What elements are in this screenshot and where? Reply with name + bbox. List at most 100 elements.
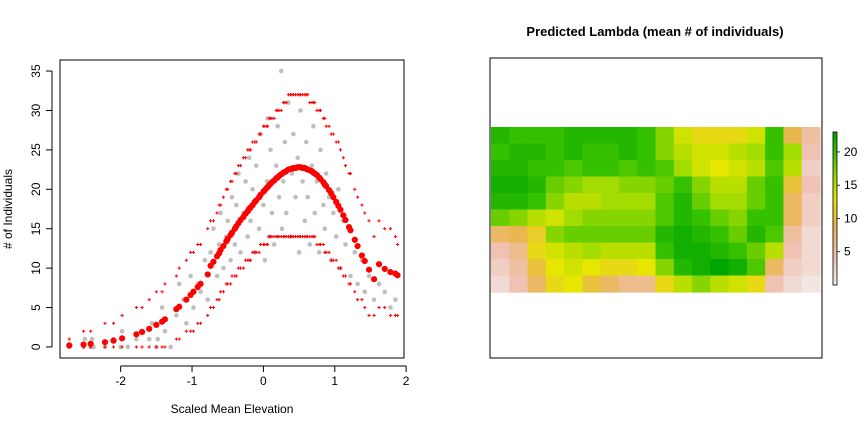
upper-bound-point <box>343 164 348 168</box>
upper-bound-point <box>393 234 398 239</box>
observed-point <box>376 281 382 287</box>
lower-bound-point <box>360 298 364 302</box>
heatmap-cell <box>765 193 785 211</box>
observed-point <box>238 250 243 255</box>
heatmap-cell <box>710 275 730 293</box>
heatmap-cell <box>655 209 675 227</box>
observed-point <box>82 336 88 342</box>
left-y-axis-label: # of Individuals <box>1 169 15 249</box>
heatmap-cell <box>527 176 547 194</box>
observed-point <box>295 155 300 161</box>
heatmap-cell <box>600 259 620 277</box>
heatmap-cell <box>746 176 766 194</box>
predicted-mean-point <box>138 328 146 336</box>
upper-bound-point <box>154 290 158 294</box>
colorbar-segment <box>833 218 837 222</box>
observed-point <box>248 218 253 224</box>
heatmap-cell <box>728 209 748 227</box>
observed-point <box>243 179 248 184</box>
right-plot-title: Predicted Lambda (mean # of individuals) <box>526 24 783 39</box>
left-plot-frame <box>59 59 405 359</box>
heatmap-cell <box>545 275 565 293</box>
heatmap-cell <box>765 259 785 277</box>
upper-bound-point <box>323 116 327 120</box>
heatmap-cell <box>765 127 785 145</box>
heatmap-cell <box>618 176 638 194</box>
heatmap-cell <box>765 176 785 194</box>
colorbar-segment <box>833 208 837 212</box>
observed-point <box>298 108 303 113</box>
heatmap-cell <box>545 193 565 211</box>
lower-bound-point <box>395 313 400 318</box>
lower-bound-point <box>191 329 196 333</box>
y-tick-label: 25 <box>29 143 43 157</box>
heatmap-cell <box>637 226 657 244</box>
heatmap-cell <box>765 143 785 161</box>
lower-bound-point <box>81 345 86 349</box>
observed-point <box>125 344 131 350</box>
lower-bound-point <box>238 266 243 270</box>
heatmap-cell <box>746 275 766 293</box>
heatmap-cell <box>728 127 748 145</box>
heatmap-cell <box>491 226 510 244</box>
heatmap-cell <box>618 160 638 178</box>
observed-point <box>233 202 239 208</box>
lower-bound-point <box>367 313 371 318</box>
heatmap-cell <box>655 259 675 277</box>
lower-bound-point <box>356 298 360 302</box>
colorbar-segment <box>833 200 837 204</box>
lower-bound-point <box>338 266 343 270</box>
observed-point <box>352 250 358 255</box>
heatmap-cell <box>564 242 583 260</box>
lower-bound-point <box>348 282 353 286</box>
upper-bound-point <box>258 132 263 136</box>
upper-bound-point <box>272 116 276 120</box>
y-tick-label: 0 <box>29 343 43 350</box>
upper-bound-point <box>388 227 393 231</box>
observed-point <box>188 273 193 279</box>
lower-bound-point <box>208 305 213 310</box>
heatmap-cell <box>783 193 803 211</box>
heatmap-cell <box>746 209 766 227</box>
colorbar-segment <box>833 154 837 158</box>
observed-point <box>211 226 216 232</box>
colorbar-segment <box>833 139 837 143</box>
heatmap-cell <box>673 226 693 244</box>
upper-bound-point <box>184 258 188 262</box>
observed-point <box>321 202 326 208</box>
upper-bound-point <box>327 124 331 128</box>
predicted-mean-point <box>330 194 337 201</box>
heatmap-cell <box>783 209 803 227</box>
lower-bound-point <box>103 345 107 349</box>
observed-point <box>271 242 277 247</box>
heatmap-cell <box>618 275 638 293</box>
y-tick-label: 5 <box>29 304 43 311</box>
heatmap-cell <box>545 209 565 227</box>
upper-bound-point <box>215 211 219 215</box>
heatmap-cell <box>618 242 638 260</box>
colorbar-segment <box>833 195 837 199</box>
upper-bound-point <box>211 219 216 223</box>
heatmap-cell <box>673 143 693 161</box>
heatmap-cell <box>783 242 803 260</box>
observed-point <box>155 336 161 342</box>
heatmap-cell <box>509 127 529 145</box>
colorbar-tick-label: 5 <box>844 245 851 259</box>
colorbar-segment <box>833 180 837 184</box>
colorbar-segment <box>833 134 837 138</box>
heatmap-cell <box>710 176 730 194</box>
colorbar-segment <box>833 254 837 258</box>
heatmap-cell <box>582 259 602 277</box>
upper-bound-point <box>120 313 124 318</box>
heatmap-cell <box>527 193 547 211</box>
observed-point <box>382 289 388 295</box>
lower-bound-point <box>184 329 188 333</box>
upper-bound-point <box>395 242 400 247</box>
colorbar-segment <box>833 149 837 153</box>
upper-bound-point <box>226 187 230 191</box>
lower-bound-point <box>321 242 325 247</box>
upper-bound-point <box>284 100 288 105</box>
heatmap-cell <box>564 275 583 293</box>
lower-bound-point <box>177 337 181 341</box>
